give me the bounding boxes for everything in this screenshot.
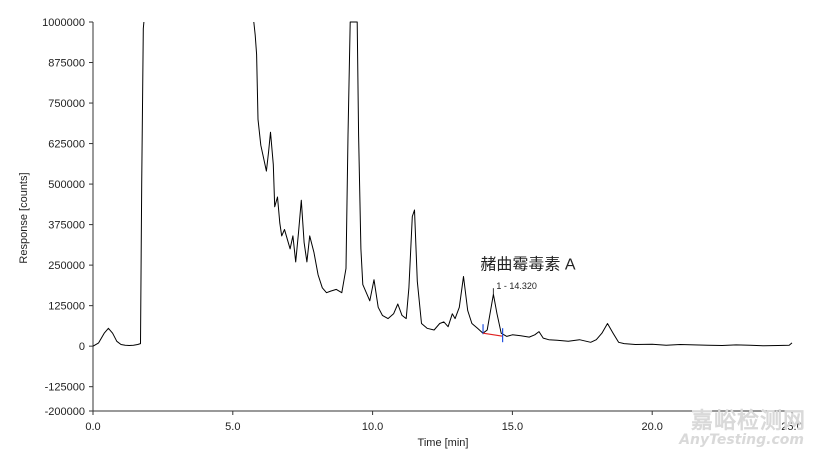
y-tick-label: 125000	[48, 301, 85, 313]
y-tick-label: -125000	[45, 382, 85, 394]
y-tick-label: 0	[79, 341, 85, 353]
x-axis-ticks: 0.0 5.0 10.0 15.0 20.0 25.0	[85, 411, 803, 433]
y-tick-label: -200000	[45, 406, 85, 418]
watermark-cn: 嘉峪检测网	[690, 409, 806, 434]
x-tick-label: 15.0	[502, 421, 523, 433]
plot-frame	[92, 22, 792, 412]
y-tick-label: 250000	[48, 260, 85, 272]
y-tick-label: 875000	[48, 58, 85, 70]
watermark-en: AnyTesting.com	[679, 432, 804, 448]
y-axis-ticks: 1000000 875000 750000 625000 500000 375000 250…	[42, 17, 93, 418]
peak-label: 1 - 14.320	[496, 281, 537, 291]
trace-line	[92, 21, 793, 347]
y-tick-label: 500000	[48, 179, 85, 191]
integration-markers	[482, 288, 504, 343]
x-tick-label: 20.0	[641, 421, 662, 433]
compound-name-label: 赭曲霉毒素 A	[480, 256, 575, 274]
baseline-segment	[482, 332, 503, 337]
y-tick-label: 1000000	[42, 17, 85, 29]
y-tick-label: 750000	[48, 98, 85, 110]
x-tick-label: 5.0	[225, 421, 240, 433]
x-axis-title: Time [min]	[418, 437, 469, 449]
x-tick-label: 0.0	[85, 421, 100, 433]
y-axis-title: Response [counts]	[18, 172, 30, 263]
y-tick-label: 375000	[48, 220, 85, 232]
annotations: 赭曲霉毒素 A 1 - 14.320	[480, 256, 575, 292]
chromatogram-trace	[92, 21, 793, 347]
x-tick-label: 25.0	[781, 421, 802, 433]
y-tick-label: 625000	[48, 139, 85, 151]
x-tick-label: 10.0	[362, 421, 383, 433]
